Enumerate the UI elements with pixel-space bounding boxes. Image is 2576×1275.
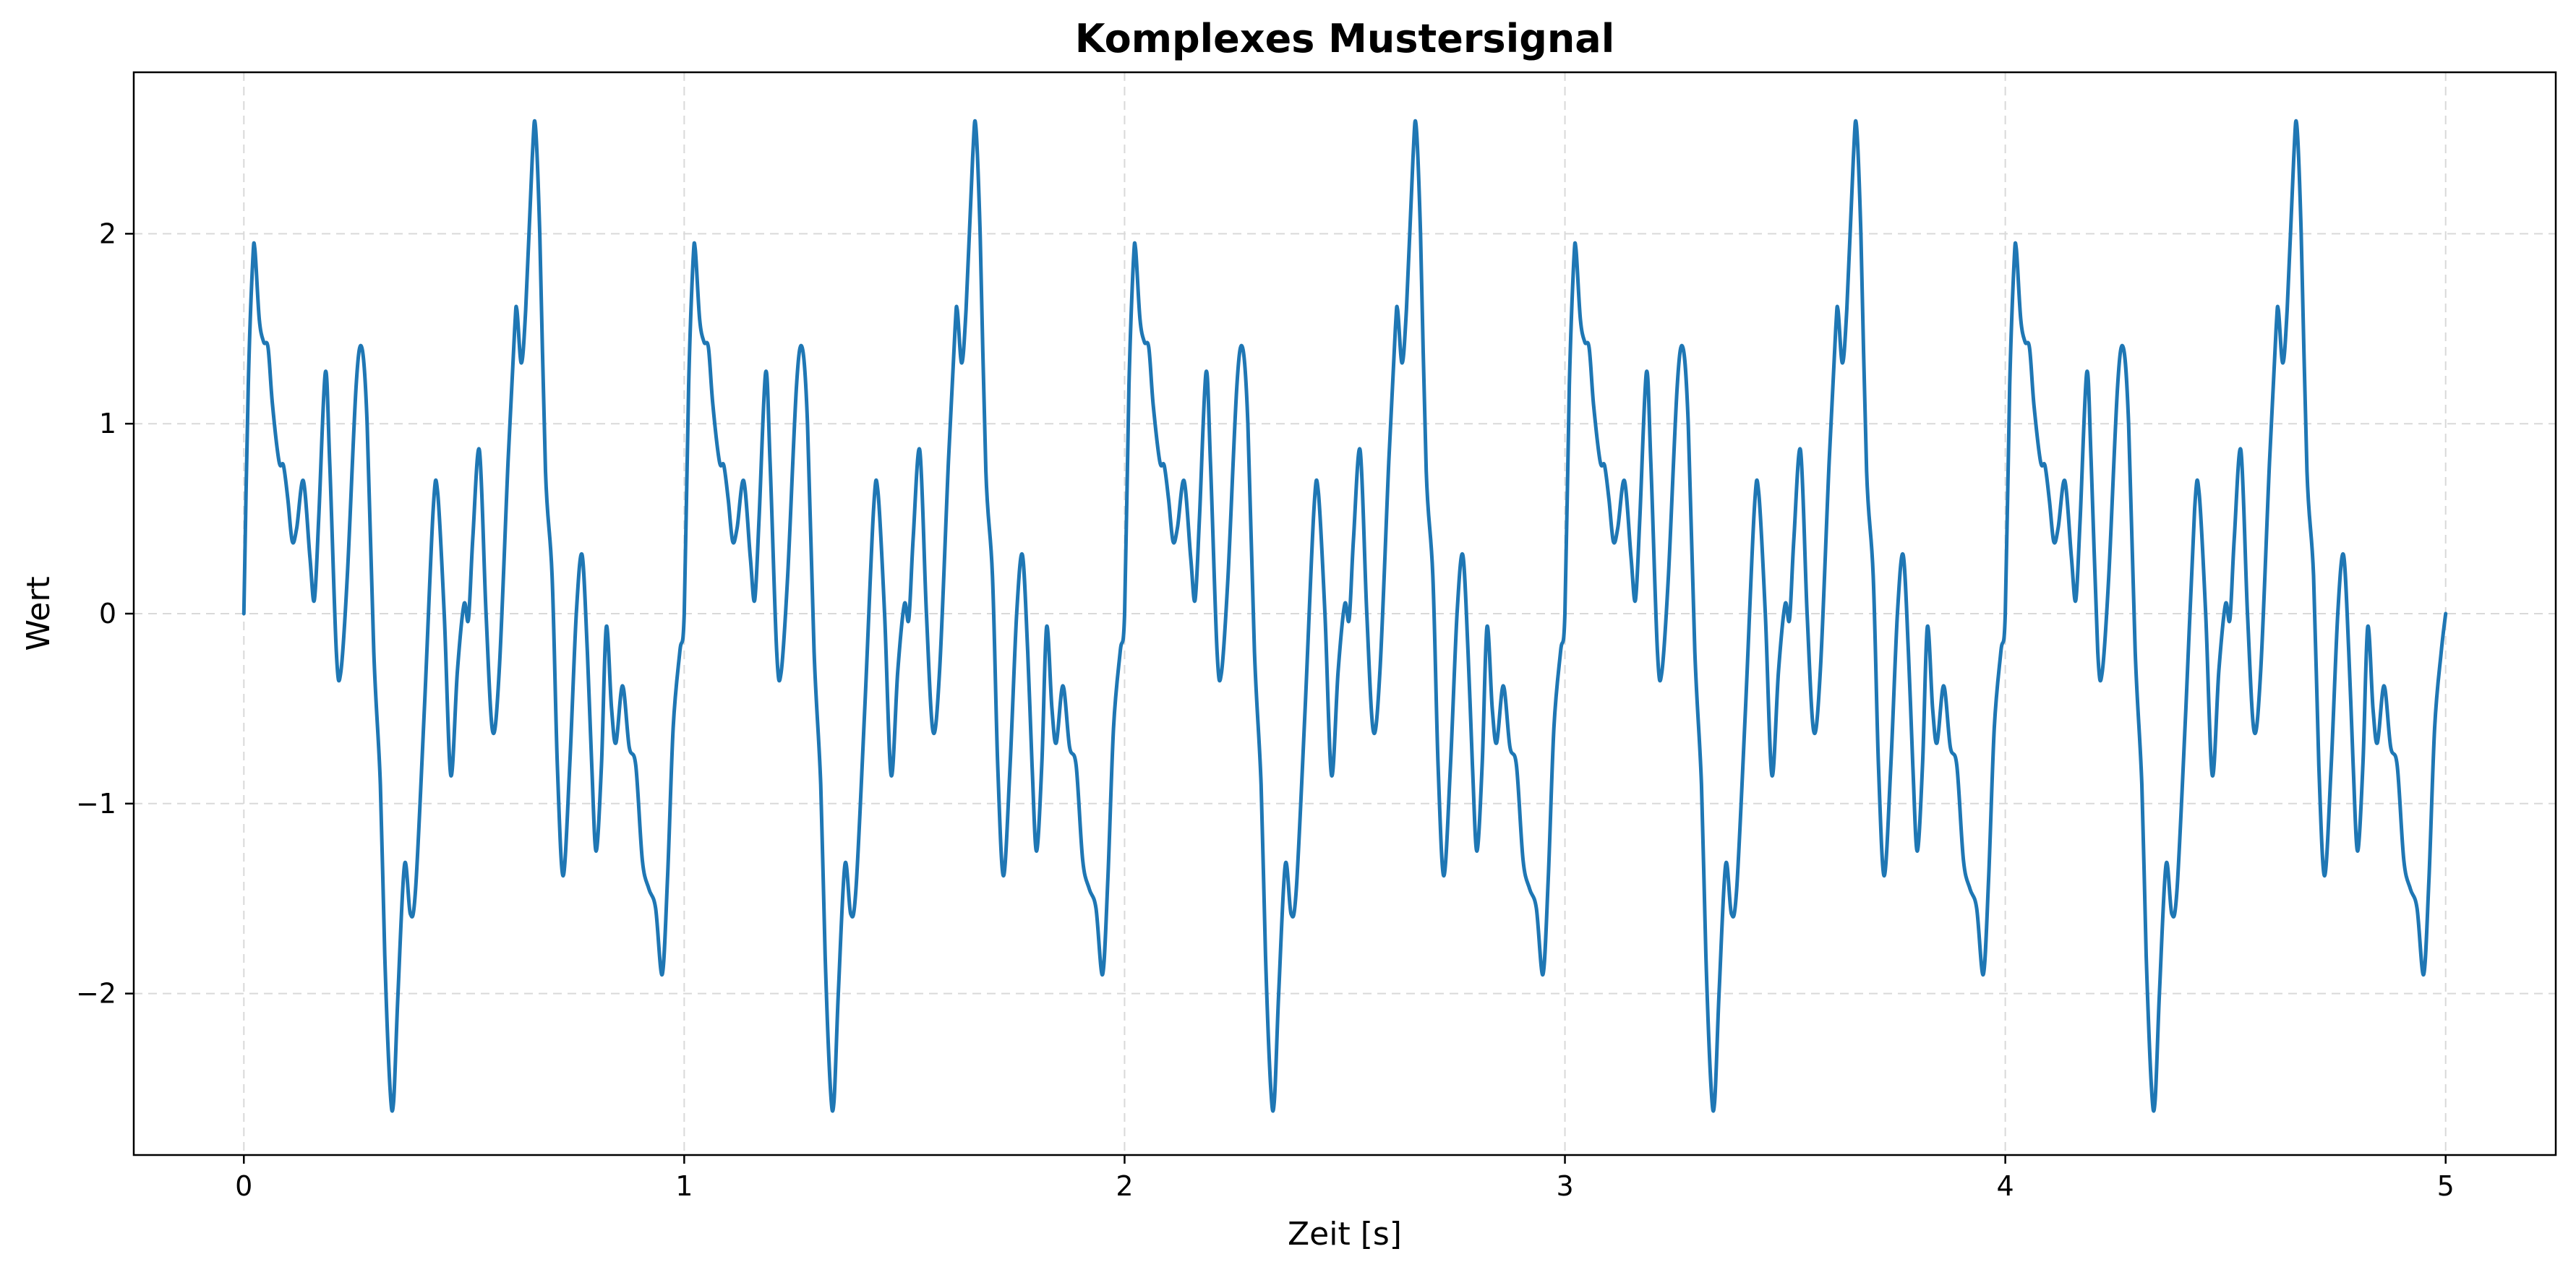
x-tick-label: 2 — [1116, 1170, 1133, 1202]
y-tick-label: 2 — [99, 218, 116, 249]
chart-title: Komplexes Mustersignal — [1075, 16, 1615, 61]
plot-area — [241, 119, 2448, 1113]
x-axis-label: Zeit [s] — [1288, 1216, 1402, 1253]
x-tick-label: 1 — [675, 1170, 693, 1202]
y-tick-label: 1 — [99, 408, 116, 439]
x-tick-label: 4 — [1997, 1170, 2014, 1202]
y-tick-label: 0 — [99, 598, 116, 630]
y-axis-ticks: −2 −1 0 1 2 — [76, 218, 134, 1010]
x-tick-label: 3 — [1556, 1170, 1573, 1202]
x-axis-ticks: 0 1 2 3 4 5 — [235, 1155, 2455, 1202]
series-line — [241, 119, 2448, 1113]
x-tick-label: 5 — [2437, 1170, 2455, 1202]
x-tick-label: 0 — [235, 1170, 252, 1202]
y-tick-label: −1 — [76, 788, 116, 820]
y-axis-label: Wert — [20, 576, 57, 651]
y-tick-label: −2 — [76, 978, 116, 1010]
